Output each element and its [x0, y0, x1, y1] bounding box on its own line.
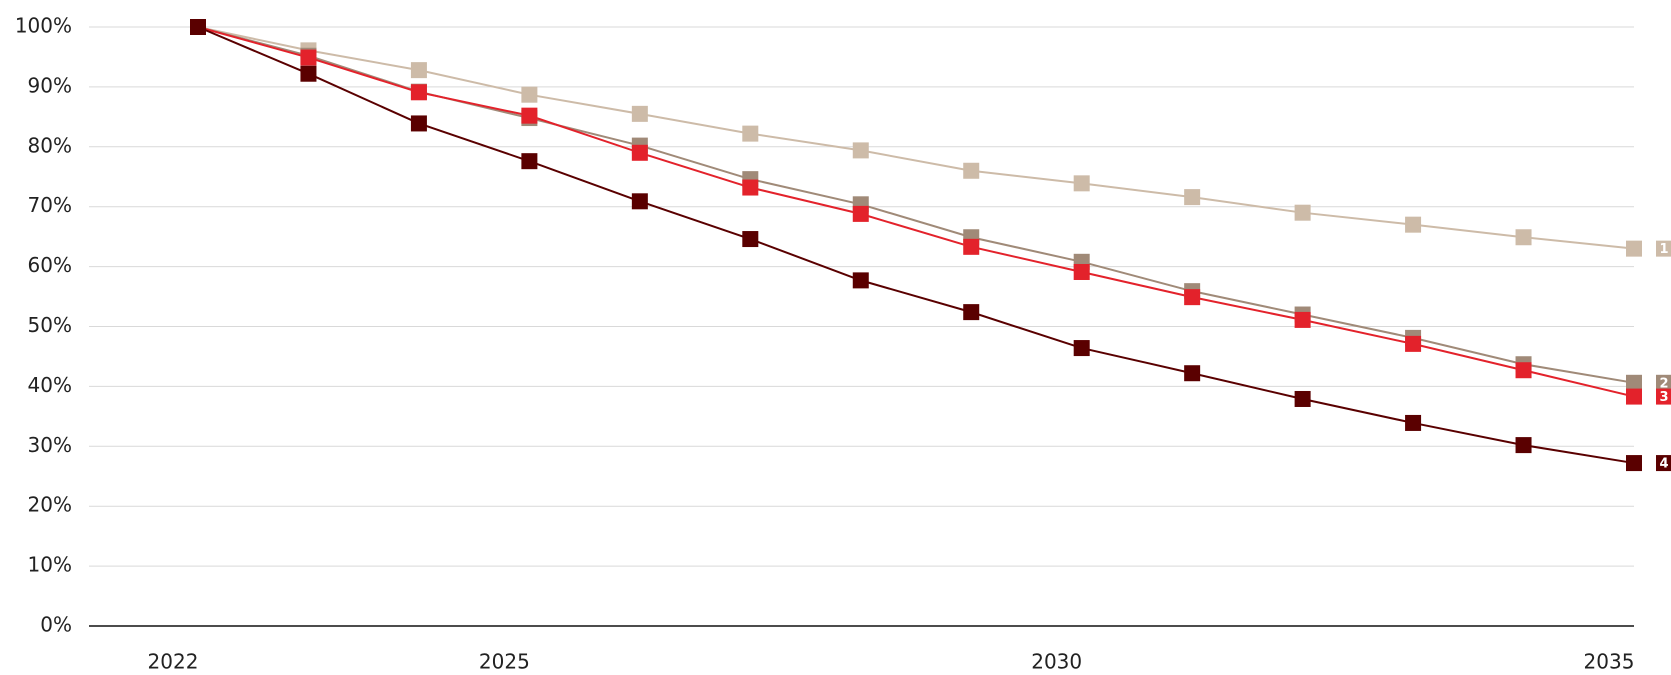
point-marker — [1294, 390, 1311, 407]
end-label-box — [1656, 455, 1671, 472]
series-line — [197, 26, 1635, 465]
point-marker — [1626, 374, 1642, 391]
y-tick-label: 80% — [28, 133, 72, 157]
end-label-box — [1656, 374, 1671, 391]
point-marker — [300, 49, 317, 66]
end-label-box — [1656, 388, 1671, 405]
point-marker — [742, 125, 759, 142]
point-marker — [1294, 311, 1311, 328]
point-marker — [1184, 365, 1201, 382]
series-label: 2 — [1659, 376, 1668, 391]
x-tick-label: 2025 — [479, 650, 530, 674]
point-marker — [521, 153, 538, 170]
point-marker — [410, 115, 427, 132]
y-tick-label: 40% — [28, 373, 72, 397]
point-marker — [300, 65, 317, 82]
y-tick-label: 60% — [28, 253, 72, 277]
y-tick-label: 50% — [28, 313, 72, 337]
y-tick-label: 20% — [28, 493, 72, 517]
point-marker — [852, 272, 869, 289]
series-line — [197, 26, 1635, 398]
y-tick-label: 70% — [28, 193, 72, 217]
point-marker — [631, 193, 648, 210]
point-marker — [1073, 340, 1090, 357]
point-marker — [852, 205, 869, 222]
end-label-box — [1656, 240, 1671, 257]
point-marker — [1515, 362, 1532, 379]
point-marker — [631, 105, 648, 122]
point-marker — [1184, 289, 1201, 306]
point-marker — [1626, 388, 1642, 405]
point-marker — [631, 144, 648, 161]
y-tick-label: 100% — [15, 14, 72, 38]
point-marker — [1515, 229, 1532, 246]
y-tick-label: 0% — [40, 613, 72, 637]
point-marker — [963, 304, 980, 321]
point-marker — [1626, 240, 1642, 257]
y-tick-label: 30% — [28, 433, 72, 457]
point-marker — [1626, 455, 1642, 472]
point-marker — [963, 238, 980, 255]
point-marker — [963, 162, 980, 179]
y-tick-label: 90% — [28, 73, 72, 97]
point-marker — [1184, 189, 1201, 206]
point-marker — [1073, 263, 1090, 280]
point-marker — [190, 19, 206, 35]
point-marker — [742, 231, 759, 248]
point-marker — [852, 142, 869, 159]
point-marker — [1405, 216, 1422, 233]
series-line — [197, 26, 1635, 384]
x-tick-label: 2035 — [1584, 650, 1635, 674]
point-marker — [1073, 175, 1090, 192]
x-tick-label: 2030 — [1031, 650, 1082, 674]
y-tick-label: 10% — [28, 553, 72, 577]
x-tick-label: 2022 — [148, 650, 199, 674]
point-marker — [1515, 437, 1532, 454]
series-line — [197, 26, 1635, 250]
series-label: 3 — [1659, 390, 1668, 405]
series-label: 1 — [1659, 242, 1668, 257]
point-marker — [1405, 414, 1422, 431]
point-marker — [521, 86, 538, 103]
point-marker — [742, 179, 759, 196]
point-marker — [1405, 335, 1422, 352]
point-marker — [410, 84, 427, 101]
point-marker — [521, 107, 538, 124]
point-marker — [1294, 204, 1311, 221]
point-marker — [410, 62, 427, 79]
series-label: 4 — [1659, 457, 1668, 472]
